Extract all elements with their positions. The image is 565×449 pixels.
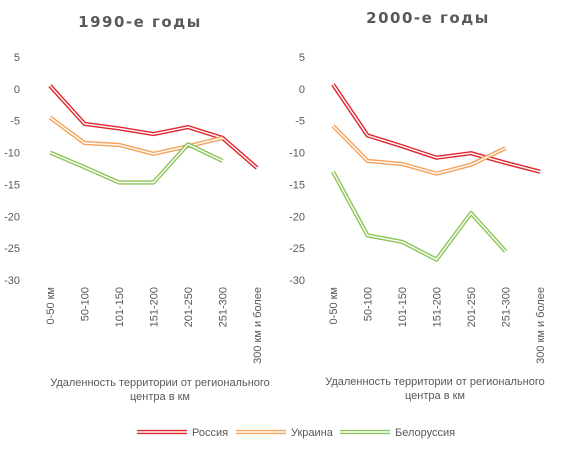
- legend-label: Украина: [291, 427, 334, 439]
- y-tick-label: -20: [4, 211, 20, 223]
- chart-panel-1990s: 1990-е годы 5 0 -5 -10 -15 -20 -25 -30 0-50 км 50-…: [4, 13, 270, 403]
- y-tick-label: -10: [4, 148, 20, 160]
- y-tick-label: -20: [289, 211, 305, 223]
- legend-label: Белоруссия: [395, 427, 455, 439]
- x-tick-label: 201-250: [183, 287, 195, 327]
- x-tick-label: 50-100: [363, 287, 375, 321]
- x-tick-label: 151-200: [149, 287, 161, 327]
- legend-label: Россия: [192, 427, 228, 439]
- x-tick-label: 300 км и более: [535, 287, 547, 364]
- y-tick-label: -15: [289, 179, 305, 191]
- y-tick-label: -30: [289, 275, 305, 287]
- y-tick-label: 0: [299, 84, 305, 96]
- y-tick-label: -5: [10, 116, 20, 128]
- series-line-белоруссия: [331, 170, 508, 262]
- y-tick-label: -30: [4, 275, 20, 287]
- x-tick-label: 201-250: [466, 287, 478, 327]
- chart-panel-2000s: 2000-е годы 5 0 -5 -10 -15 -20 -25 -30 0-50 км 50-…: [289, 9, 547, 402]
- y-tick-label: -15: [4, 179, 20, 191]
- x-tick-label: 50-100: [80, 287, 92, 321]
- y-tick-label: -25: [289, 243, 305, 255]
- y-tick-label: -25: [4, 243, 20, 255]
- series-line-core-украина: [332, 125, 506, 175]
- x-tick-label: 151-200: [432, 287, 444, 327]
- x-axis-label: Удаленность территории от регионального: [50, 377, 270, 389]
- x-tick-label: 300 км и более: [252, 287, 264, 364]
- x-axis-label: центра в км: [130, 391, 190, 403]
- series-line-core-белоруссия: [332, 171, 507, 261]
- x-axis-label: Удаленность территории от регионального: [325, 376, 545, 388]
- chart-legend: Россия Украина Белоруссия: [137, 427, 455, 439]
- y-tick-label: -5: [295, 116, 305, 128]
- series-line-core-россия: [332, 84, 541, 173]
- x-tick-label: 101-150: [397, 287, 409, 327]
- series-line-украина: [331, 124, 507, 176]
- y-tick-label: -10: [289, 148, 305, 160]
- x-tick-label: 0-50 км: [45, 287, 57, 324]
- y-tick-label: 5: [299, 52, 305, 64]
- series-line-core-белоруссия: [49, 143, 223, 184]
- y-tick-label: 5: [14, 52, 20, 64]
- x-tick-label: 0-50 км: [328, 287, 340, 324]
- x-axis-label: центра в км: [405, 390, 465, 402]
- y-tick-label: 0: [14, 84, 20, 96]
- chart-title: 1990-е годы: [78, 13, 202, 31]
- x-tick-label: 251-300: [218, 287, 230, 327]
- x-tick-label: 251-300: [501, 287, 513, 327]
- x-tick-label: 101-150: [114, 287, 126, 327]
- chart-title: 2000-е годы: [366, 9, 490, 27]
